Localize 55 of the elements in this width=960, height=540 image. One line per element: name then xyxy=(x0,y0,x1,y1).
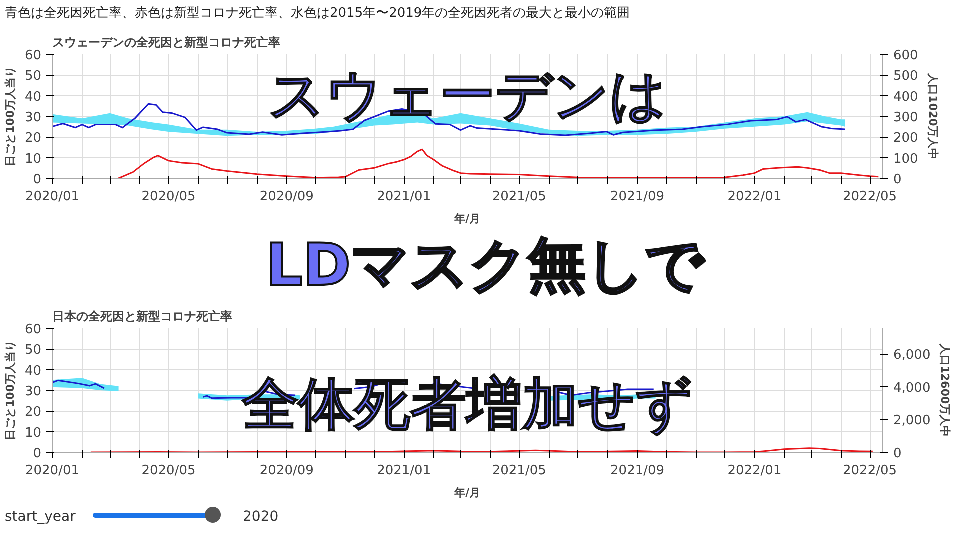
x-tick-label: 2021/05 xyxy=(492,464,546,478)
y2-axis-title: 人口1020万人中 xyxy=(926,72,940,160)
y2-tick-label: 2,000 xyxy=(894,414,931,429)
chart-title: スウェーデンの全死因と新型コロナ死亡率 xyxy=(52,36,280,50)
x-tick-label: 2020/01 xyxy=(25,190,80,204)
y2-tick-label: 200 xyxy=(894,131,918,146)
y2-tick-label: 400 xyxy=(894,90,918,105)
x-tick-label: 2020/05 xyxy=(142,464,196,478)
x-tick-label: 2020/05 xyxy=(142,190,196,204)
x-tick-label: 2022/05 xyxy=(843,464,898,478)
x-tick-label: 2021/05 xyxy=(492,190,546,204)
y-axis-title: 日ごと100万人当り xyxy=(4,340,17,440)
y2-axis-title: 人口12600万人中 xyxy=(938,342,952,438)
y2-tick-label: 500 xyxy=(894,69,918,84)
line-series xyxy=(118,148,880,178)
x-tick-label: 2021/01 xyxy=(377,464,432,478)
y-tick-label: 60 xyxy=(24,48,42,64)
x-tick-label: 2020/09 xyxy=(260,190,314,204)
y-tick-label: 60 xyxy=(24,322,42,338)
x-axis-title: 年/月 xyxy=(453,212,481,226)
text: LDマスク無しで xyxy=(266,231,704,299)
x-tick-label: 2021/01 xyxy=(377,190,432,204)
annotation: スウェーデンは xyxy=(268,63,666,128)
y-tick-label: 0 xyxy=(33,172,42,188)
y-tick-label: 0 xyxy=(33,446,42,462)
y2-tick-label: 300 xyxy=(894,110,918,126)
y-axis-title: 日ごと100万人当り xyxy=(4,66,17,166)
chart-title: 日本の全死因と新型コロナ死亡率 xyxy=(52,310,232,324)
y-tick-label: 50 xyxy=(24,343,42,358)
y-tick-label: 10 xyxy=(24,426,42,441)
text: 青色は全死因死亡率、赤色は新型コロナ死亡率、水色は2015年〜2019年の全死因死者の最大と最小の範囲 xyxy=(5,5,630,23)
y-tick-label: 50 xyxy=(24,69,42,84)
x-tick-label: 2021/09 xyxy=(610,190,665,204)
x-tick-label: 2022/01 xyxy=(728,464,782,478)
y-tick-label: 10 xyxy=(24,152,42,167)
y-tick-label: 30 xyxy=(24,384,42,400)
y2-tick-label: 6,000 xyxy=(894,348,931,364)
text: 2020 xyxy=(243,508,279,527)
y-tick-label: 20 xyxy=(24,131,42,146)
y-tick-label: 20 xyxy=(24,405,42,420)
x-axis-title: 年/月 xyxy=(453,486,481,500)
y2-tick-label: 0 xyxy=(894,446,902,462)
x-tick-label: 2022/05 xyxy=(843,190,898,204)
y2-tick-label: 0 xyxy=(894,172,902,188)
text: start_year xyxy=(5,508,76,527)
y2-tick-label: 600 xyxy=(894,48,918,64)
y2-tick-label: 4,000 xyxy=(894,380,931,396)
x-tick-label: 2022/01 xyxy=(728,190,782,204)
y2-tick-label: 100 xyxy=(894,152,918,167)
y-tick-label: 40 xyxy=(24,90,42,105)
x-tick-label: 2020/01 xyxy=(25,464,80,478)
y-tick-label: 30 xyxy=(24,110,42,126)
y-tick-label: 40 xyxy=(24,364,42,379)
x-tick-label: 2020/09 xyxy=(260,464,314,478)
x-tick-label: 2021/09 xyxy=(610,464,665,478)
